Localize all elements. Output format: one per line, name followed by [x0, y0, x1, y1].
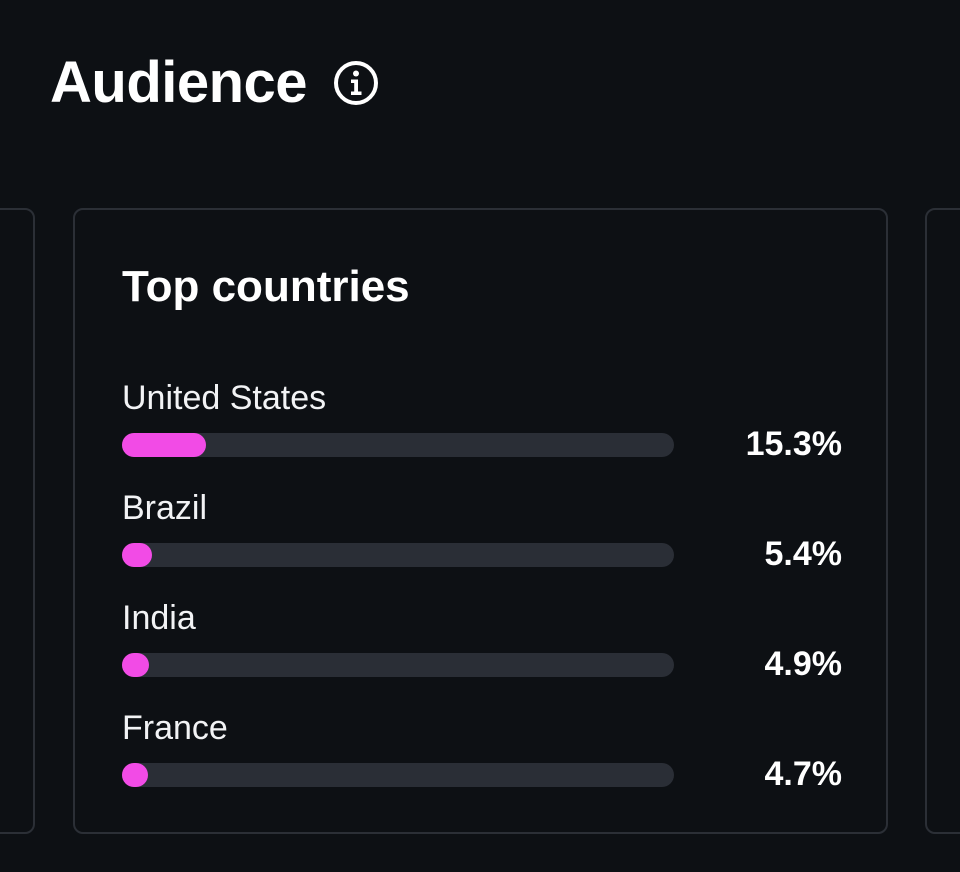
- country-row: United States 15.3%: [122, 378, 842, 478]
- country-label: India: [122, 599, 196, 637]
- info-icon[interactable]: [333, 60, 379, 106]
- percentage-bar-track: [122, 763, 674, 787]
- percentage-bar-track: [122, 543, 674, 567]
- country-row: India 4.9%: [122, 598, 842, 698]
- country-percentage: 5.4%: [764, 535, 843, 573]
- country-percentage: 15.3%: [745, 425, 842, 463]
- percentage-bar-fill: [122, 763, 148, 787]
- percentage-bar-track: [122, 433, 674, 457]
- country-row: France 4.7%: [122, 708, 842, 808]
- country-row: Brazil 5.4%: [122, 488, 842, 588]
- country-label: France: [122, 709, 228, 747]
- audience-header: Audience: [50, 48, 379, 118]
- percentage-bar-fill: [122, 543, 152, 567]
- top-countries-card: Top countries United States 15.3% Brazil…: [73, 208, 888, 834]
- previous-card[interactable]: [0, 208, 35, 834]
- percentage-bar-fill: [122, 653, 150, 677]
- country-label: United States: [122, 379, 327, 417]
- country-label: Brazil: [122, 489, 208, 527]
- page-title: Audience: [50, 50, 308, 115]
- country-percentage: 4.7%: [764, 755, 843, 793]
- card-title: Top countries: [122, 262, 410, 311]
- next-card[interactable]: [925, 208, 960, 834]
- percentage-bar-fill: [122, 433, 207, 457]
- percentage-bar-track: [122, 653, 674, 677]
- country-percentage: 4.9%: [764, 645, 843, 683]
